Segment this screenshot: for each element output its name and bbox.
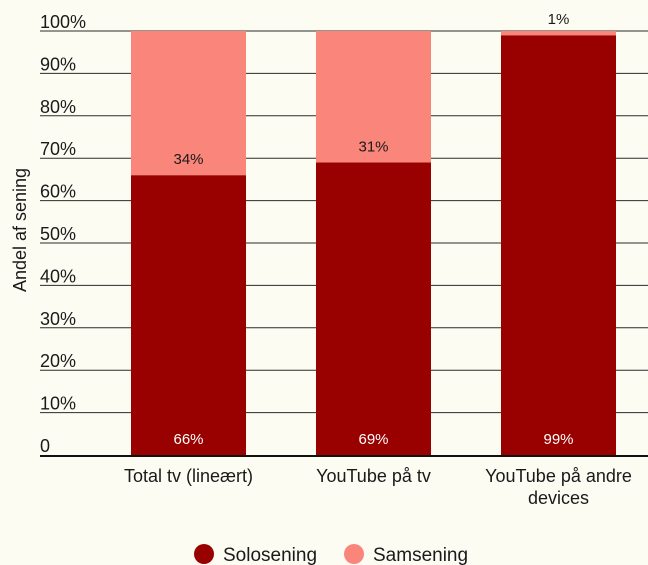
legend-label: Samsening <box>373 545 468 565</box>
y-tick-label: 100% <box>40 12 86 32</box>
y-tick-label: 20% <box>40 351 76 371</box>
x-category-label: YouTube på tv <box>316 466 431 486</box>
data-label-solo: 99% <box>543 431 573 448</box>
data-label-solo: 66% <box>173 431 203 448</box>
legend: Solosening Samsening <box>194 544 468 565</box>
bars <box>131 31 616 456</box>
x-category-label: YouTube på andre <box>485 466 632 486</box>
data-label-solo: 69% <box>358 431 388 448</box>
data-label-sam: 31% <box>358 138 388 155</box>
data-labels: 66% 34% 69% 31% 99% 1% <box>173 11 573 448</box>
y-tick-label: 0 <box>40 436 50 456</box>
bar-samsening <box>131 31 246 176</box>
axes: 0 10% 20% 30% 40% 50% 60% 70% 80% 90% 100% Total tv… <box>40 12 648 508</box>
x-category-label: devices <box>528 488 589 508</box>
legend-swatch <box>194 544 214 564</box>
bar-samsening <box>316 31 431 163</box>
bar-solosening <box>501 35 616 456</box>
y-tick-label: 80% <box>40 97 76 117</box>
y-tick-label: 60% <box>40 182 76 202</box>
x-category-label: Total tv (lineært) <box>124 466 253 486</box>
y-tick-label: 70% <box>40 139 76 159</box>
legend-swatch <box>344 544 364 564</box>
data-label-sam: 34% <box>173 151 203 168</box>
data-label-sam: 1% <box>548 11 570 28</box>
y-tick-label: 30% <box>40 309 76 329</box>
y-tick-label: 10% <box>40 394 76 414</box>
bar-samsening <box>501 31 616 36</box>
bar-solosening <box>316 162 431 455</box>
legend-label: Solosening <box>223 545 317 565</box>
y-tick-label: 40% <box>40 266 76 286</box>
y-axis-title: Andel af sening <box>10 168 30 292</box>
bar-solosening <box>131 175 246 455</box>
y-tick-label: 50% <box>40 224 76 244</box>
y-tick-label: 90% <box>40 54 76 74</box>
